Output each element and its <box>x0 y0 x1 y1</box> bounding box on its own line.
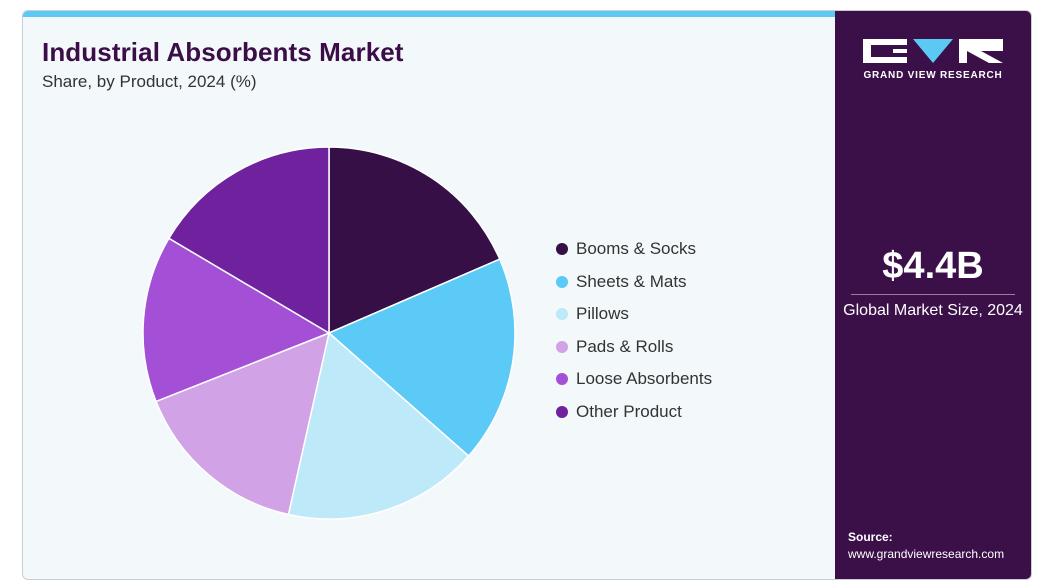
legend-label: Loose Absorbents <box>576 369 713 388</box>
chart-legend: Booms & Socks Sheets & Mats Pillows Pads… <box>556 239 712 434</box>
chart-card: Industrial Absorbents Market Share, by P… <box>22 10 1032 580</box>
market-size-label: Global Market Size, 2024 <box>843 302 1023 319</box>
legend-label: Sheets & Mats <box>576 271 687 291</box>
pie-slice-loose-absorbents <box>142 237 330 403</box>
legend-item-pillows: Pillows <box>556 304 712 324</box>
legend-label: Booms & Socks <box>576 239 696 258</box>
legend-label: Pillows <box>576 304 629 323</box>
brand-logo[interactable]: GRAND VIEW RESEARCH <box>835 39 1031 81</box>
legend-swatch <box>556 243 568 255</box>
brand-name: GRAND VIEW RESEARCH <box>863 70 1003 81</box>
legend-label: Other Product <box>576 401 682 421</box>
legend-swatch <box>556 373 568 385</box>
chart-title: Industrial Absorbents Market <box>42 37 404 67</box>
top-accent-bar <box>23 11 835 17</box>
legend-item-other-product: Other Product <box>556 402 712 422</box>
pie-slice-sheets-mats <box>328 258 516 457</box>
legend-label: Pads & Rolls <box>576 336 674 356</box>
source-link[interactable]: www.grandviewresearch.com <box>848 547 1005 561</box>
legend-swatch <box>556 405 568 418</box>
source-label: Source: <box>848 530 893 544</box>
pie-slice-other-product <box>168 146 330 334</box>
legend-swatch <box>556 275 568 288</box>
legend-item-pads-rolls: Pads & Rolls <box>556 337 712 357</box>
market-size-value: $4.4B <box>882 245 984 287</box>
legend-swatch <box>556 340 568 353</box>
legend-item-booms-socks: Booms & Socks <box>556 239 712 259</box>
market-size-panel: GRAND VIEW RESEARCH $4.4B Global Market … <box>835 11 1031 579</box>
legend-swatch <box>556 308 568 320</box>
source-note: Source: www.grandviewresearch.com <box>848 529 1004 563</box>
pie-slice-pads-rolls <box>155 332 330 516</box>
legend-item-loose-absorbents: Loose Absorbents <box>556 369 712 389</box>
legend-item-sheets-mats: Sheets & Mats <box>556 272 712 292</box>
pie-slice-booms-socks <box>328 146 501 334</box>
chart-subtitle: Share, by Product, 2024 (%) <box>42 72 257 91</box>
gvr-logo-icon <box>863 39 1003 63</box>
pie-chart <box>142 146 516 520</box>
stat-divider <box>851 294 1015 295</box>
pie-slice-pillows <box>287 332 470 520</box>
